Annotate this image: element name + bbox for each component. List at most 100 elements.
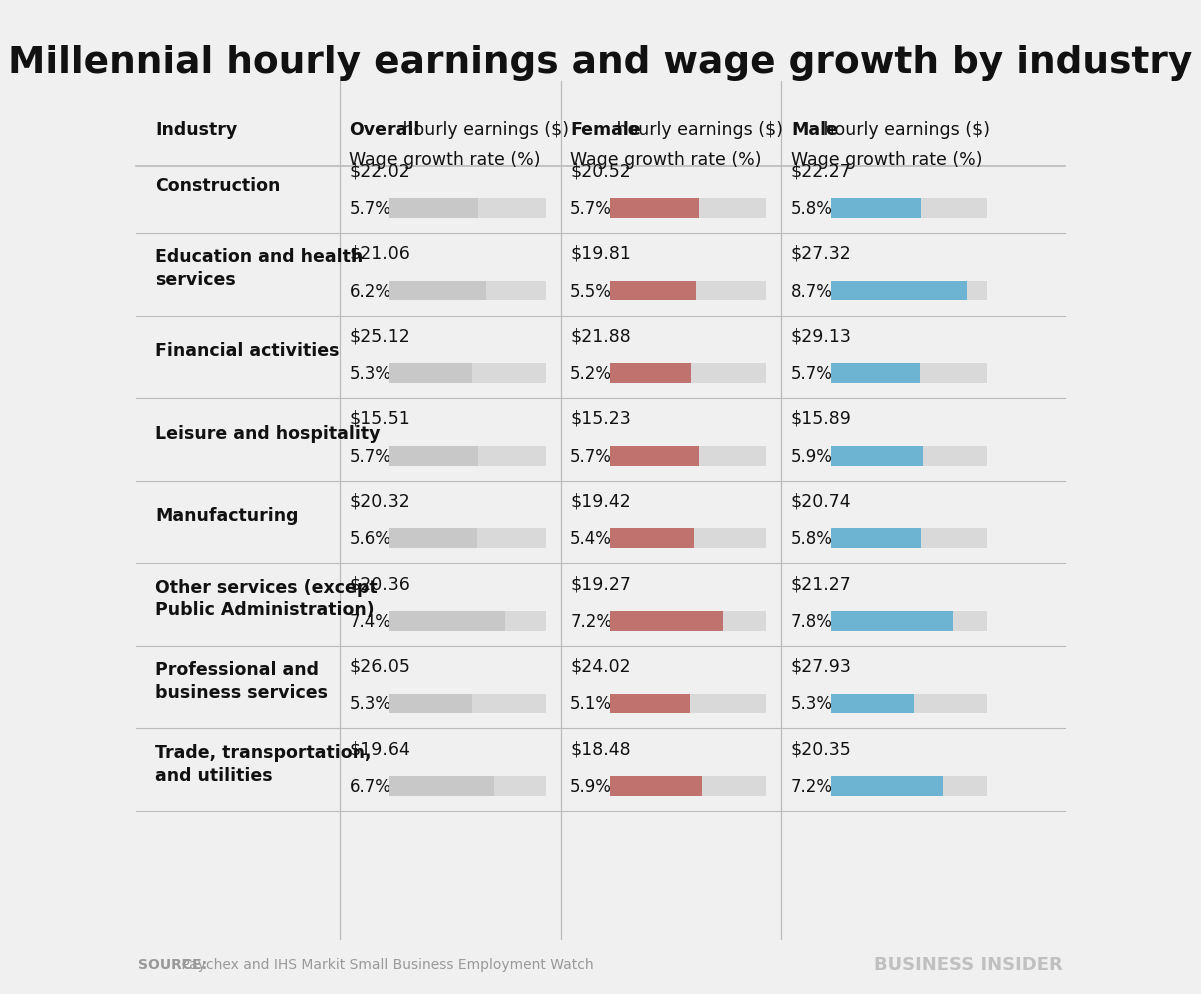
Bar [610, 529, 766, 549]
Text: 7.8%: 7.8% [791, 612, 832, 630]
Bar [610, 529, 694, 549]
Bar [610, 611, 723, 631]
Text: $15.23: $15.23 [570, 410, 631, 427]
Text: $20.36: $20.36 [349, 575, 411, 592]
Bar [389, 446, 545, 466]
Text: $24.02: $24.02 [570, 657, 631, 675]
Text: Wage growth rate (%): Wage growth rate (%) [349, 151, 540, 169]
Text: 5.8%: 5.8% [791, 200, 832, 218]
Text: BUSINESS INSIDER: BUSINESS INSIDER [874, 955, 1063, 973]
Text: 5.7%: 5.7% [570, 447, 613, 465]
Text: $27.93: $27.93 [791, 657, 852, 675]
Text: Paychex and IHS Markit Small Business Employment Watch: Paychex and IHS Markit Small Business Em… [177, 957, 593, 971]
Text: 5.7%: 5.7% [570, 200, 613, 218]
Text: $19.42: $19.42 [570, 492, 631, 510]
Bar [610, 446, 766, 466]
Text: Education and health
services: Education and health services [155, 248, 364, 289]
Bar [831, 199, 987, 219]
Bar [389, 281, 545, 301]
Bar [610, 694, 689, 714]
Bar [831, 364, 920, 384]
Bar [389, 446, 478, 466]
Text: 7.4%: 7.4% [349, 612, 392, 630]
Bar [610, 364, 692, 384]
Text: 5.2%: 5.2% [570, 365, 613, 383]
Text: hourly earnings ($): hourly earnings ($) [398, 121, 569, 139]
Bar [389, 694, 545, 714]
Bar [831, 364, 987, 384]
Text: 7.2%: 7.2% [791, 777, 833, 795]
Text: 5.3%: 5.3% [791, 695, 833, 713]
Bar [831, 529, 987, 549]
Text: SOURCE:: SOURCE: [138, 957, 208, 971]
Text: Male: Male [791, 121, 838, 139]
Text: hourly earnings ($): hourly earnings ($) [611, 121, 783, 139]
Text: Trade, transportation,
and utilities: Trade, transportation, and utilities [155, 743, 372, 784]
Text: Wage growth rate (%): Wage growth rate (%) [570, 151, 761, 169]
Text: Wage growth rate (%): Wage growth rate (%) [791, 151, 982, 169]
Bar [610, 364, 766, 384]
Text: Overall: Overall [349, 121, 420, 139]
Bar [389, 694, 472, 714]
Text: 5.9%: 5.9% [791, 447, 832, 465]
Text: $19.64: $19.64 [349, 740, 411, 757]
Text: $15.89: $15.89 [791, 410, 852, 427]
Bar [831, 694, 914, 714]
Text: $20.74: $20.74 [791, 492, 852, 510]
Bar [389, 199, 545, 219]
Bar [389, 611, 504, 631]
Text: Female: Female [570, 121, 641, 139]
Text: Financial activities: Financial activities [155, 342, 340, 360]
Bar [831, 694, 987, 714]
Text: Millennial hourly earnings and wage growth by industry: Millennial hourly earnings and wage grow… [8, 45, 1193, 81]
Bar [389, 529, 545, 549]
Bar [389, 364, 472, 384]
Bar [610, 611, 766, 631]
Text: $15.51: $15.51 [349, 410, 411, 427]
Text: Manufacturing: Manufacturing [155, 507, 299, 525]
Bar [610, 281, 766, 301]
Text: 5.7%: 5.7% [349, 200, 392, 218]
Text: 5.4%: 5.4% [570, 530, 613, 548]
Text: Leisure and hospitality: Leisure and hospitality [155, 424, 381, 442]
Bar [610, 199, 699, 219]
Text: 5.5%: 5.5% [570, 282, 613, 300]
Text: 5.1%: 5.1% [570, 695, 613, 713]
Text: $19.81: $19.81 [570, 245, 631, 262]
Text: Industry: Industry [155, 121, 238, 139]
Bar [389, 776, 494, 796]
Text: 6.2%: 6.2% [349, 282, 392, 300]
Bar [831, 281, 967, 301]
Text: 7.2%: 7.2% [570, 612, 613, 630]
Text: $18.48: $18.48 [570, 740, 631, 757]
Bar [831, 611, 952, 631]
Text: hourly earnings ($): hourly earnings ($) [818, 121, 990, 139]
Text: Other services (except
Public Administration): Other services (except Public Administra… [155, 578, 378, 619]
Text: $26.05: $26.05 [349, 657, 411, 675]
Bar [831, 776, 987, 796]
Text: $22.27: $22.27 [791, 162, 852, 180]
Bar [389, 281, 486, 301]
Text: $21.88: $21.88 [570, 327, 631, 345]
Text: 8.7%: 8.7% [791, 282, 832, 300]
Bar [389, 776, 545, 796]
Bar [831, 446, 987, 466]
Bar [831, 529, 921, 549]
Bar [389, 611, 545, 631]
Text: 6.7%: 6.7% [349, 777, 392, 795]
Text: $20.35: $20.35 [791, 740, 852, 757]
Bar [610, 199, 766, 219]
Text: 5.9%: 5.9% [570, 777, 613, 795]
Text: 5.3%: 5.3% [349, 365, 392, 383]
Bar [610, 446, 699, 466]
Bar [610, 776, 703, 796]
Text: 5.6%: 5.6% [349, 530, 392, 548]
Text: Professional and
business services: Professional and business services [155, 660, 328, 702]
Text: $19.27: $19.27 [570, 575, 631, 592]
Text: $29.13: $29.13 [791, 327, 852, 345]
Text: 5.3%: 5.3% [349, 695, 392, 713]
Bar [610, 694, 766, 714]
Bar [831, 199, 921, 219]
Bar [389, 199, 478, 219]
Bar [831, 776, 943, 796]
